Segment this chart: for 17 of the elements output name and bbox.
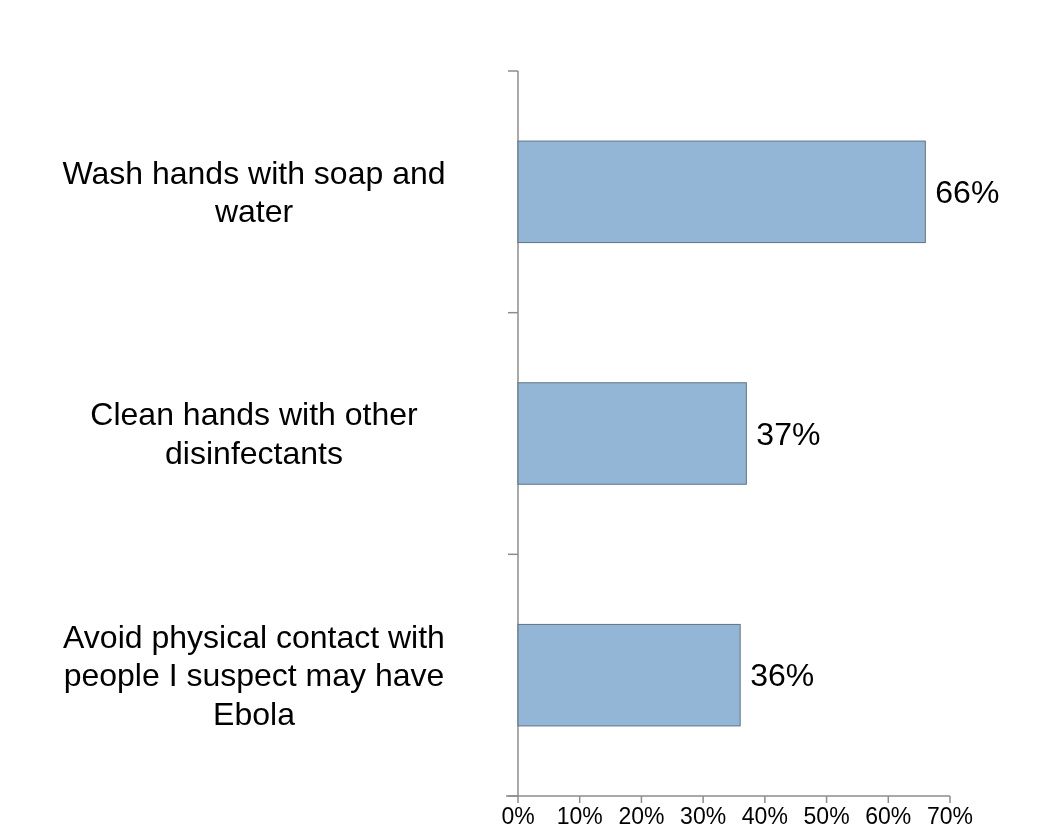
- y-tick-label: Clean hands with other disinfectants: [90, 396, 418, 471]
- x-tick-label: 20%: [618, 803, 665, 829]
- x-tick-label: 50%: [803, 803, 850, 829]
- x-tick-label: 60%: [865, 803, 912, 829]
- y-tick-label: Wash hands with soap and water: [62, 154, 446, 230]
- x-tick-label: 40%: [741, 803, 788, 829]
- x-tick-label: 10%: [556, 803, 603, 829]
- bar: [517, 140, 926, 244]
- bar: [517, 623, 741, 727]
- bar: [517, 382, 747, 485]
- data-label: 36%: [750, 657, 815, 694]
- x-tick-label: 0%: [501, 803, 535, 829]
- x-tick-label: 70%: [926, 803, 974, 829]
- data-label: 66%: [935, 173, 1000, 210]
- x-tick-label: 30%: [680, 803, 727, 829]
- y-tick-label: Avoid physical contact with people I suspect may have Ebola: [63, 618, 445, 732]
- data-label: 37%: [756, 415, 821, 452]
